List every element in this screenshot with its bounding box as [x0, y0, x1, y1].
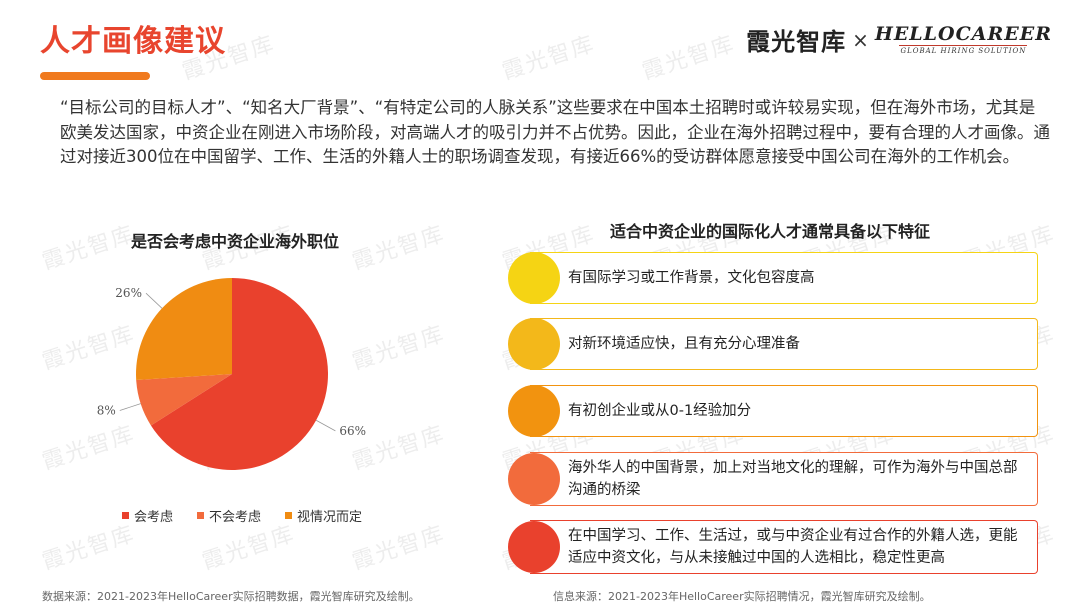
feature-item-3: 海外华人的中国背景，加上对当地文化的理解，可作为海外与中国总部沟通的桥梁: [508, 452, 1038, 506]
page-title: 人才画像建议: [40, 24, 226, 59]
watermark-text: 霞光智库: [349, 521, 449, 576]
feature-box: [530, 520, 1038, 574]
hellocareer-logo: HELLOCAREER GLOBAL HIRING SOLUTION: [875, 24, 1052, 56]
brand-en-name: HELLOCAREER: [874, 22, 1052, 45]
pie-data-label-1: 8%: [97, 403, 116, 417]
feature-text: 海外华人的中国背景，加上对当地文化的理解，可作为海外与中国总部沟通的桥梁: [568, 460, 1018, 498]
brand-en-sub: GLOBAL HIRING SOLUTION: [900, 46, 1027, 55]
feature-circle-icon: [508, 318, 560, 370]
legend-label: 不会考虑: [209, 510, 262, 525]
source-note-left: 数据来源：2021-2023年HelloCareer实际招聘数据，霞光智库研究及…: [42, 590, 420, 603]
feature-box: [530, 385, 1038, 437]
legend-swatch: [285, 512, 293, 519]
legend-swatch: [197, 512, 205, 519]
feature-box: [530, 318, 1038, 370]
pie-leader-line-2: [145, 292, 163, 309]
features-title: 适合中资企业的国际化人才通常具备以下特征: [609, 222, 930, 241]
watermark-text: 霞光智库: [639, 31, 739, 86]
intro-paragraph: “目标公司的目标人才”、“知名大厂背景”、“有特定公司的人脉关系”这些要求在中国…: [60, 98, 1050, 166]
brand-separator: ×: [852, 27, 869, 52]
feature-circle-icon: [508, 521, 560, 573]
feature-text: 对新环境适应快，且有充分心理准备: [568, 336, 800, 352]
feature-circle-icon: [508, 385, 560, 437]
pie-slice-0: [150, 278, 328, 470]
title-underline: [40, 72, 150, 80]
feature-item-0: 有国际学习或工作背景，文化包容度高: [508, 252, 1038, 304]
legend-item-1: 不会考虑: [197, 506, 261, 525]
watermark-text: 霞光智库: [499, 31, 599, 86]
legend-swatch: [122, 512, 129, 519]
pie-leader-line-1: [119, 403, 141, 411]
feature-item-4: 在中国学习、工作、生活过，或与中资企业有过合作的外籍人选，更能适应中资文化，与从…: [508, 520, 1038, 574]
brand-cn: 霞光智库: [746, 28, 847, 56]
pie-data-label-2: 26%: [115, 286, 142, 300]
feature-circle-icon: [508, 252, 560, 304]
feature-text: 有国际学习或工作背景，文化包容度高: [568, 270, 815, 286]
feature-box: [530, 252, 1038, 304]
legend-item-2: 视情况而定: [285, 506, 362, 525]
feature-text: 在中国学习、工作、生活过，或与中资企业有过合作的外籍人选，更能适应中资文化，与从…: [568, 528, 1018, 566]
source-note-right: 信息来源：2021-2023年HelloCareer实际招聘情况，霞光智库研究及…: [553, 590, 931, 603]
feature-item-1: 对新环境适应快，且有充分心理准备: [508, 318, 1038, 370]
title-block: 人才画像建议: [40, 20, 226, 80]
legend-label: 视情况而定: [297, 510, 363, 525]
pie-chart: 66% 8% 26%: [97, 278, 366, 470]
legend-label: 会考虑: [134, 510, 174, 525]
brand-logo: 霞光智库 × HELLOCAREER GLOBAL HIRING SOLUTIO…: [746, 22, 1052, 57]
pie-data-label-0: 66%: [339, 424, 366, 438]
pie-slice-1: [136, 374, 232, 426]
feature-item-2: 有初创企业或从0-1经验加分: [508, 385, 1038, 437]
chart-title: 是否会考虑中资企业海外职位: [130, 232, 339, 251]
brand-en-rule: [899, 44, 1028, 46]
feature-circle-icon: [508, 453, 560, 505]
feature-text: 有初创企业或从0-1经验加分: [568, 403, 752, 419]
feature-box: [530, 452, 1038, 506]
chart-legend: 会考虑 不会考虑 视情况而定: [122, 506, 362, 525]
pie-slice-2: [136, 278, 232, 381]
legend-item-0: 会考虑: [122, 506, 173, 525]
pie-leader-line-0: [315, 419, 336, 432]
